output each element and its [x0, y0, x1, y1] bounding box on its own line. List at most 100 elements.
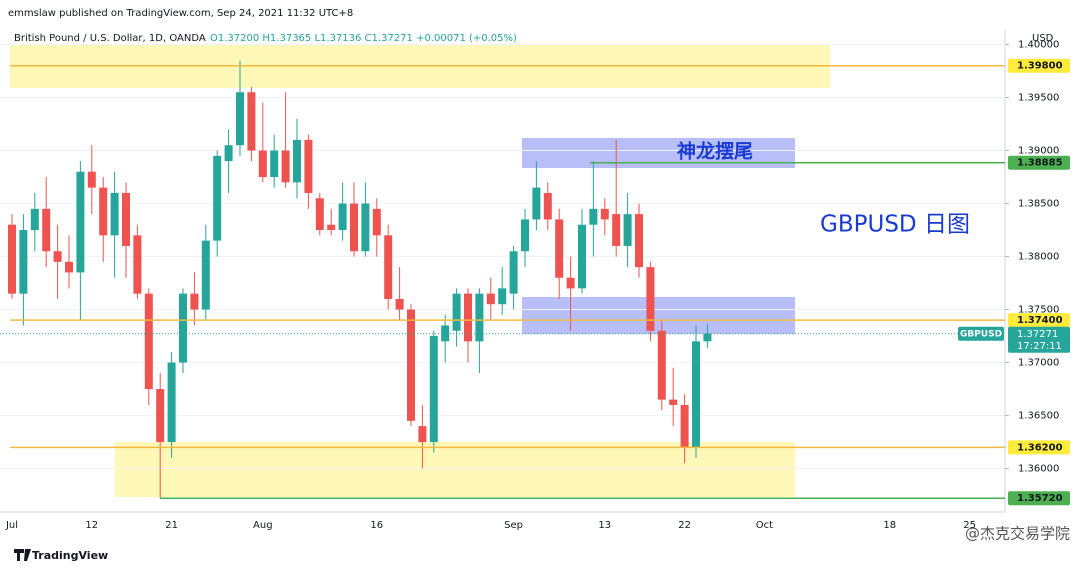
candle-body	[65, 261, 73, 273]
candle-body	[30, 208, 39, 231]
candle-body	[315, 198, 324, 231]
candle-body	[395, 298, 404, 310]
annotation: GBPUSD 日图	[820, 212, 970, 238]
candle-body	[236, 92, 244, 146]
chart-title: British Pound / U.S. Dollar, 1D, OANDA	[14, 33, 206, 44]
candle-body	[452, 293, 461, 331]
candle-body	[110, 192, 119, 236]
x-tick-label: 18	[883, 520, 896, 531]
watermark: @杰克交易学院	[965, 525, 1070, 543]
candle-body	[464, 293, 472, 342]
candle-body	[213, 155, 222, 241]
candle-body	[122, 192, 130, 246]
candle-body	[429, 336, 438, 443]
y-tick-label: 1.37000	[1018, 358, 1059, 369]
candle-body	[76, 171, 85, 273]
pattern-box	[522, 297, 795, 334]
pattern-box	[522, 138, 795, 168]
x-tick-label: 13	[598, 520, 611, 531]
y-tick-label: 1.40000	[1018, 40, 1059, 51]
candle-body	[475, 293, 484, 342]
candle-body	[87, 171, 96, 188]
support-zone	[115, 442, 795, 497]
candle-body	[304, 139, 313, 193]
candle-body	[669, 399, 678, 405]
candle-body	[247, 92, 256, 151]
level-label: 1.36200	[1017, 442, 1063, 453]
publisher: emmslaw published on TradingView.com, Se…	[8, 8, 353, 19]
candle-body	[270, 150, 279, 178]
candle-body	[555, 219, 564, 278]
candle-body	[293, 139, 301, 183]
candle-body	[680, 404, 689, 448]
plot	[0, 44, 1005, 499]
level-label-bg	[1008, 58, 1070, 73]
y-tick-label: 1.36000	[1018, 464, 1059, 475]
brand: TradingView	[32, 549, 108, 562]
annotation: 神龙摆尾	[677, 140, 753, 163]
level-label: 1.35720	[1017, 493, 1063, 504]
candle-body	[635, 214, 643, 268]
candle-body	[19, 230, 28, 294]
candle-body	[281, 150, 290, 183]
brand-logo	[14, 549, 31, 561]
candle-body	[201, 240, 210, 310]
candle-body	[361, 203, 370, 252]
candle-body	[350, 203, 358, 252]
candle-body	[224, 145, 233, 162]
candle-body	[327, 224, 336, 231]
y-tick-label: 1.37500	[1018, 305, 1059, 316]
x-tick-label: Oct	[756, 520, 773, 531]
x-tick-label: 12	[85, 520, 98, 531]
candle-body	[486, 293, 495, 305]
y-tick-label: 1.39500	[1018, 93, 1059, 104]
candle-body	[657, 330, 666, 400]
candle-body	[144, 293, 153, 390]
candle-body	[407, 309, 415, 421]
candle-body	[42, 208, 51, 252]
symbol-tag	[958, 326, 1004, 341]
candle-body	[703, 333, 712, 342]
candle-body	[498, 288, 507, 305]
x-tick-label: Sep	[504, 520, 523, 531]
level-label-bg	[1008, 313, 1070, 328]
level-label: 1.38885	[1017, 158, 1063, 169]
candle-body	[179, 293, 187, 363]
y-tick-label: 1.38500	[1018, 199, 1059, 210]
candle-body	[692, 341, 700, 448]
candle-body	[133, 235, 142, 294]
level-label-bg	[1008, 440, 1070, 455]
level-label-bg	[1008, 491, 1070, 506]
candle-body	[646, 267, 655, 331]
level-label: 1.39800	[1017, 61, 1063, 72]
candle-body	[521, 219, 529, 252]
currency: USD	[1032, 33, 1054, 44]
candle-body	[53, 251, 62, 262]
candle-body	[167, 362, 176, 443]
y-tick-label: 1.36500	[1018, 411, 1059, 422]
candle-body	[156, 389, 165, 443]
candle-body	[372, 208, 381, 236]
x-tick-label: Jul	[5, 520, 18, 531]
candle-body	[190, 293, 199, 310]
candle-body	[543, 192, 552, 220]
candle-body	[384, 235, 393, 299]
level-label: 1.37400	[1017, 315, 1063, 326]
candle-body	[418, 426, 427, 443]
candle-body	[578, 224, 586, 289]
x-tick-label: 25	[963, 520, 976, 531]
x-tick-label: 21	[165, 520, 178, 531]
symbol-label: GBPUSD	[960, 329, 1002, 339]
candle-body	[338, 203, 347, 231]
x-tick-label: Aug	[253, 520, 273, 531]
candle-body	[509, 251, 518, 294]
candle-body	[532, 187, 541, 220]
candle-body	[441, 325, 450, 342]
x-tick-label: 16	[370, 520, 383, 531]
candle-body	[612, 214, 621, 246]
countdown: 17:27:11	[1017, 341, 1062, 352]
last-price-tag	[1008, 326, 1070, 353]
candle-body	[258, 150, 267, 178]
candle-body	[566, 277, 575, 289]
